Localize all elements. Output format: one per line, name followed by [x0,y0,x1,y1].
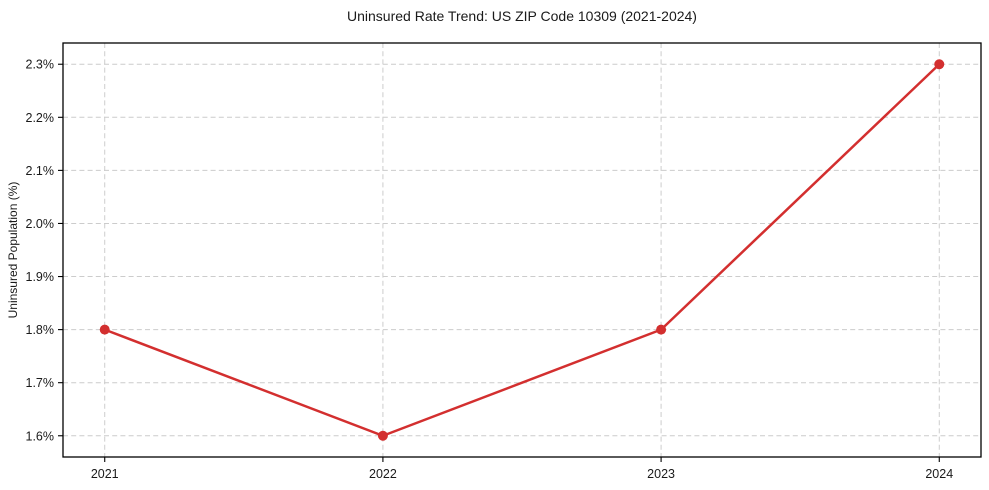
y-tick-label: 1.9% [26,270,55,284]
plot-border [62,42,982,458]
data-point-2021 [99,324,110,335]
x-tick-label: 2023 [647,467,675,481]
data-point-2024 [934,59,945,70]
data-point-2023 [656,324,667,335]
y-tick-label: 1.7% [26,376,55,390]
y-tick-label: 2.0% [26,217,55,231]
trend-line [103,62,941,438]
x-tick-label: 2024 [925,467,953,481]
y-tick-label: 2.3% [26,58,55,72]
x-tick-label: 2022 [369,467,397,481]
y-tick-label: 1.8% [26,323,55,337]
chart-title: Uninsured Rate Trend: US ZIP Code 10309 … [347,8,697,24]
x-tick-label: 2021 [91,467,119,481]
y-tick-label: 2.1% [26,164,55,178]
y-tick-label: 2.2% [26,111,55,125]
y-tick-label: 1.6% [26,429,55,443]
data-point-2022 [377,430,388,441]
